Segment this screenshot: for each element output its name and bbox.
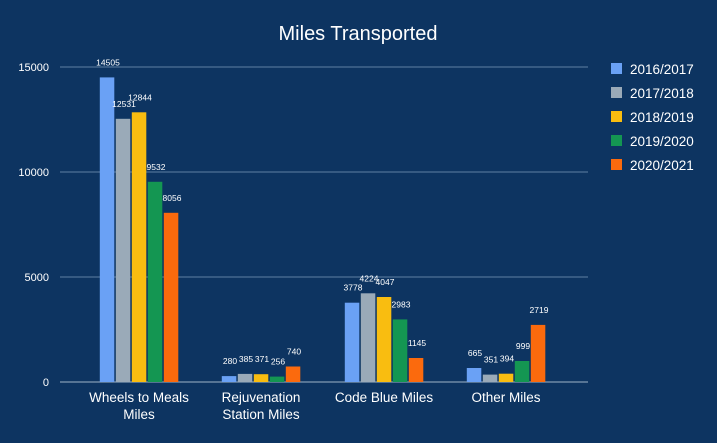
data-label-2016-2017-1: 280 <box>223 356 237 366</box>
labels-layer: 14505 280 3778 665 12531 385 4224 351 12844 371 40… <box>89 57 549 422</box>
bar-2018-2019-0 <box>131 112 147 383</box>
x-category-label-3-0: Other Miles <box>471 390 540 405</box>
data-label-2020-2021-0: 8056 <box>163 193 182 203</box>
bar-2018-2019-1 <box>253 374 269 382</box>
legend-swatch-1 <box>611 87 622 98</box>
legend-swatch-4 <box>611 159 622 170</box>
legend: 2016/2017 2017/2018 2018/2019 2019/2020 2020… <box>611 62 694 173</box>
data-label-2017-2018-0: 12531 <box>112 99 136 109</box>
legend-label-2: 2018/2019 <box>630 110 694 125</box>
bar-2017-2018-2 <box>360 293 376 382</box>
data-label-2018-2019-2: 4047 <box>376 277 395 287</box>
legend-label-1: 2017/2018 <box>630 86 694 101</box>
x-category-label-0-0: Wheels to Meals <box>89 390 189 405</box>
data-label-2019-2020-3: 999 <box>516 341 530 351</box>
bar-2019-2020-1 <box>269 376 285 382</box>
data-label-2019-2020-0: 9532 <box>147 162 166 172</box>
bar-2016-2017-1 <box>221 376 237 382</box>
y-tick-label-10000: 10000 <box>18 167 49 179</box>
bar-2016-2017-3 <box>466 368 482 382</box>
data-label-2018-2019-1: 371 <box>255 354 269 364</box>
x-category-label-0-1: Miles <box>123 407 155 422</box>
data-label-2017-2018-3: 351 <box>484 355 498 365</box>
data-label-2017-2018-1: 385 <box>239 354 253 364</box>
bar-2017-2018-3 <box>482 374 498 382</box>
bar-2017-2018-0 <box>115 118 131 383</box>
data-label-2018-2019-3: 394 <box>500 354 514 364</box>
legend-label-3: 2019/2020 <box>630 134 694 149</box>
data-label-2017-2018-2: 4224 <box>360 273 379 283</box>
data-label-2020-2021-3: 2719 <box>530 305 549 315</box>
data-label-2016-2017-0: 14505 <box>96 57 120 67</box>
data-label-2019-2020-2: 2983 <box>392 299 411 309</box>
bar-2016-2017-0 <box>99 77 115 383</box>
legend-swatch-0 <box>611 63 622 74</box>
bar-2019-2020-2 <box>392 319 408 382</box>
legend-label-4: 2020/2021 <box>630 158 694 173</box>
legend-swatch-2 <box>611 111 622 122</box>
bar-2020-2021-3 <box>530 324 546 382</box>
bar-2018-2019-3 <box>498 373 514 382</box>
bars-layer <box>99 77 546 383</box>
bar-2020-2021-2 <box>408 358 424 382</box>
data-label-2019-2020-1: 256 <box>271 357 285 367</box>
legend-label-0: 2016/2017 <box>630 62 694 77</box>
y-tick-label-15000: 15000 <box>18 62 49 74</box>
x-category-label-1-1: Station Miles <box>222 407 300 422</box>
data-label-2016-2017-3: 665 <box>468 348 482 358</box>
data-label-2016-2017-2: 3778 <box>344 283 363 293</box>
data-label-2020-2021-2: 1145 <box>408 338 427 348</box>
chart-title: Miles Transported <box>279 23 438 45</box>
bar-2020-2021-0 <box>163 212 179 382</box>
bar-2020-2021-1 <box>285 366 301 382</box>
bar-2017-2018-1 <box>237 373 253 382</box>
bar-2019-2020-0 <box>147 181 163 382</box>
legend-swatch-3 <box>611 135 622 146</box>
x-category-label-1-0: Rejuvenation <box>222 390 301 405</box>
y-tick-label-0: 0 <box>43 377 49 389</box>
y-tick-label-5000: 5000 <box>25 272 49 284</box>
bar-2018-2019-2 <box>376 297 392 382</box>
data-label-2020-2021-1: 740 <box>287 347 301 357</box>
data-label-2018-2019-0: 12844 <box>128 92 152 102</box>
bar-2019-2020-3 <box>514 361 530 382</box>
x-category-label-2-0: Code Blue Miles <box>335 390 434 405</box>
bar-2016-2017-2 <box>344 302 360 382</box>
